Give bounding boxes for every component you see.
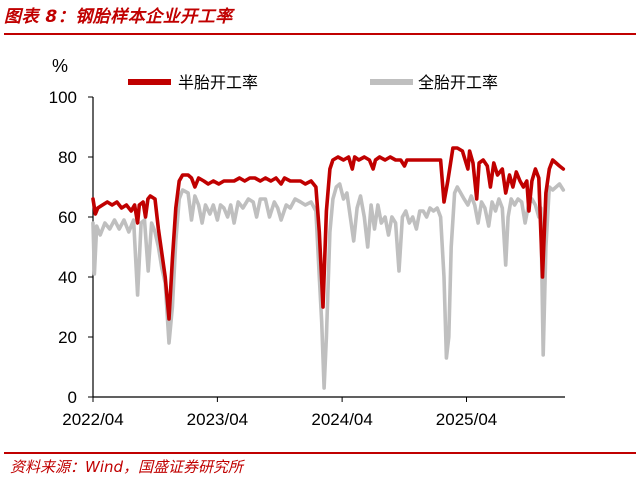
chart-series — [91, 146, 566, 390]
y-tick-label: 60 — [58, 208, 77, 227]
series-line-all-steel — [91, 182, 566, 390]
y-tick-label: 40 — [58, 268, 77, 287]
x-tick-label: 2022/04 — [62, 410, 123, 429]
source-note: 资料来源：Wind，国盛证券研究所 — [10, 458, 244, 476]
chart-axes: 0 20 40 60 80 100% 2022/04 2023/04 2024/04 2025/0… — [49, 56, 565, 429]
series-line-semi-steel — [91, 146, 566, 321]
line-chart: 0 20 40 60 80 100% 2022/04 2023/04 2024/04 2025/0… — [49, 56, 566, 429]
legend-label: 全胎开工率 — [418, 73, 498, 92]
source-divider — [4, 452, 636, 454]
legend-label: 半胎开工率 — [178, 73, 258, 92]
title-divider — [4, 33, 636, 35]
y-tick-label: 0 — [68, 388, 77, 407]
x-tick-label: 2023/04 — [187, 410, 248, 429]
x-tick-label: 2024/04 — [311, 410, 372, 429]
y-tick-label: 20 — [58, 328, 77, 347]
figure-title: 图表 8：钢胎样本企业开工率 — [4, 7, 233, 27]
y-axis-unit: % — [52, 56, 68, 76]
chart-legend: 半胎开工率 全胎开工率 — [128, 73, 498, 92]
y-tick-label: 100 — [49, 88, 77, 107]
x-tick-label: 2025/04 — [436, 410, 497, 429]
y-tick-label: 80 — [58, 148, 77, 167]
